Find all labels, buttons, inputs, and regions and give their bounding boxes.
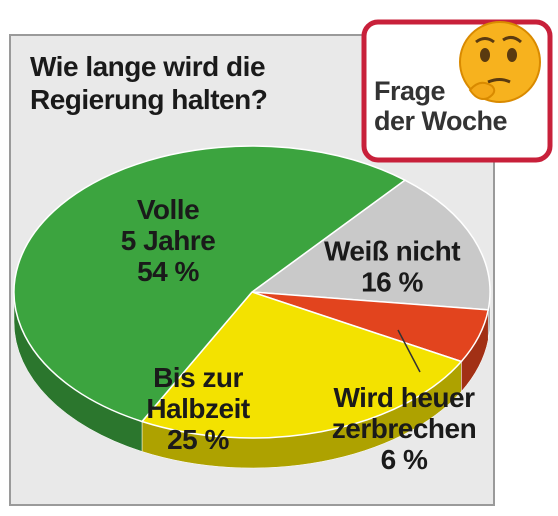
value-label: 16 % — [361, 266, 423, 298]
chart-title: Wie lange wird die Regierung halten? — [30, 51, 268, 115]
slice-label: Bis zur Halbzeit 25 % — [146, 362, 250, 456]
thinking-face — [459, 21, 541, 103]
leader-line — [397, 329, 421, 373]
value-label: 54 % — [137, 256, 199, 288]
value-label: 25 % — [167, 424, 229, 456]
slice-label: Wird heuer zerbrechen 6 % — [331, 382, 477, 476]
slice — [13, 145, 407, 423]
slice-label: Weiß nicht 16 % — [323, 235, 461, 298]
slice-label: Volle 5 Jahre 54 % — [120, 194, 216, 288]
badge-text: Frage der Woche — [374, 76, 508, 136]
slice — [249, 179, 491, 311]
value-label: 6 % — [380, 444, 428, 476]
pie — [13, 145, 491, 469]
